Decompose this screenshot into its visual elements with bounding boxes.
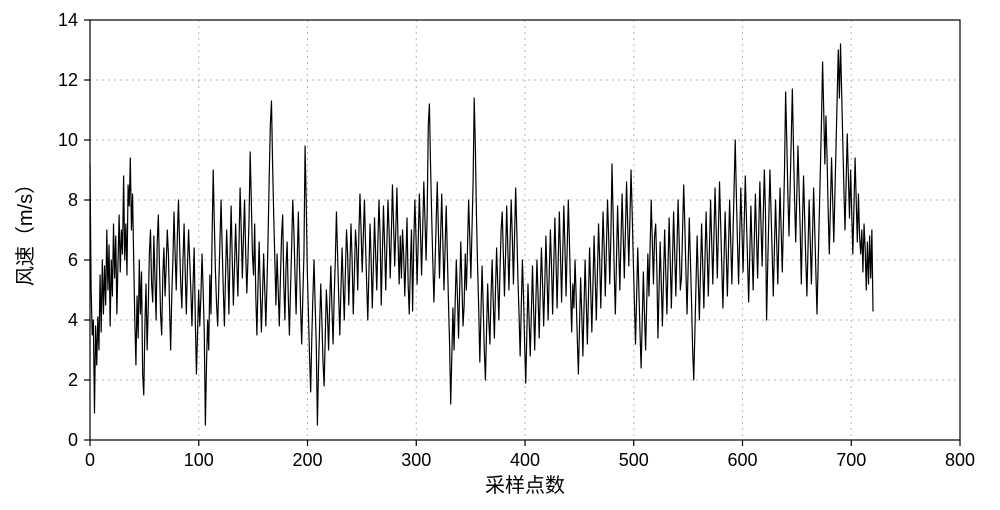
chart-svg: 0 100 200 300 400 500 600 700 800 0 2 4 6 8 10 12 14 采样点数… (0, 0, 1000, 510)
y-tick-label: 8 (68, 190, 78, 210)
wind-speed-chart: 0 100 200 300 400 500 600 700 800 0 2 4 6 8 10 12 14 采样点数… (0, 0, 1000, 510)
y-tick-label: 4 (68, 310, 78, 330)
x-tick-label: 800 (945, 450, 975, 470)
y-axis-label: 风速（m/s） (14, 174, 37, 286)
x-tick-label: 300 (401, 450, 431, 470)
x-tick-label: 0 (85, 450, 95, 470)
y-tick-label: 2 (68, 370, 78, 390)
y-tick-label: 10 (58, 130, 78, 150)
x-tick-label: 600 (727, 450, 757, 470)
x-tick-label: 100 (184, 450, 214, 470)
x-axis-label: 采样点数 (485, 474, 565, 497)
x-tick-label: 200 (292, 450, 322, 470)
y-tick-label: 6 (68, 250, 78, 270)
y-tick-label: 14 (58, 10, 78, 30)
x-tick-label: 400 (510, 450, 540, 470)
x-tick-label: 700 (836, 450, 866, 470)
y-tick-label: 0 (68, 430, 78, 450)
x-tick-label: 500 (619, 450, 649, 470)
y-tick-label: 12 (58, 70, 78, 90)
